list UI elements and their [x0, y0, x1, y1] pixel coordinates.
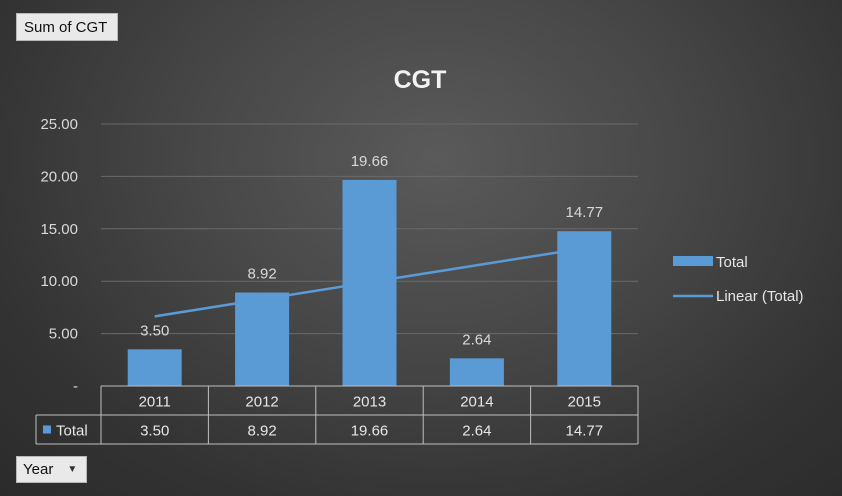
data-label: 14.77: [566, 204, 604, 221]
bars: [127, 179, 612, 386]
table-value: 2.64: [462, 423, 491, 440]
table-legend-key: [43, 425, 51, 434]
data-label: 8.92: [247, 266, 276, 283]
x-category-label: 2013: [353, 394, 386, 411]
value-field-label: Sum of CGT: [24, 18, 108, 36]
year-field-button[interactable]: Year ▼: [16, 456, 87, 483]
dropdown-arrow-icon: ▼: [67, 464, 78, 475]
table-value: 3.50: [140, 423, 169, 440]
data-table: 2011 3.50 2012 8.92 2013 19.66 2014 2.64 2015 14.…: [35, 385, 639, 445]
y-tick-label: 20.00: [40, 168, 78, 185]
data-label: 3.50: [140, 322, 169, 339]
x-category-label: 2012: [245, 394, 278, 411]
x-category-label: 2011: [139, 394, 171, 411]
y-axis-ticks: - 5.00 10.00 15.00 20.00 25.00: [40, 116, 78, 395]
x-category-label: 2015: [568, 394, 601, 411]
bar: [449, 358, 504, 386]
bar: [235, 292, 290, 386]
chart-title: CGT: [394, 66, 447, 94]
bar: [127, 349, 182, 386]
y-tick-label: 25.00: [40, 116, 78, 133]
table-row-label: Total: [56, 423, 88, 440]
legend-swatch-total: [673, 256, 713, 266]
trendline: [154, 246, 585, 318]
legend-label-trend: Linear (Total): [716, 288, 804, 305]
table-value: 8.92: [247, 423, 276, 440]
value-field-button[interactable]: Sum of CGT: [16, 13, 118, 41]
y-tick-label: -: [73, 378, 78, 395]
bar: [557, 231, 612, 386]
data-label: 2.64: [462, 331, 491, 348]
data-labels: 3.50 8.92 19.66 2.64 14.77: [140, 153, 603, 348]
y-tick-label: 15.00: [40, 221, 78, 238]
legend-label-total: Total: [716, 254, 748, 271]
y-tick-label: 5.00: [49, 326, 78, 343]
x-category-label: 2014: [460, 394, 493, 411]
table-value: 19.66: [351, 423, 389, 440]
data-label: 19.66: [351, 153, 389, 170]
table-value: 14.77: [566, 423, 604, 440]
trendline-path: [154, 246, 585, 318]
legend: Total Linear (Total): [673, 254, 804, 305]
year-field-label: Year: [23, 461, 54, 478]
y-tick-label: 10.00: [40, 273, 78, 290]
